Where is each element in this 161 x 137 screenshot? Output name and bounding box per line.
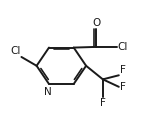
Text: O: O <box>92 18 100 28</box>
Text: F: F <box>120 65 125 75</box>
Text: N: N <box>43 87 51 97</box>
Text: F: F <box>120 82 125 92</box>
Text: Cl: Cl <box>10 46 21 56</box>
Text: Cl: Cl <box>118 42 128 52</box>
Text: F: F <box>100 98 106 108</box>
